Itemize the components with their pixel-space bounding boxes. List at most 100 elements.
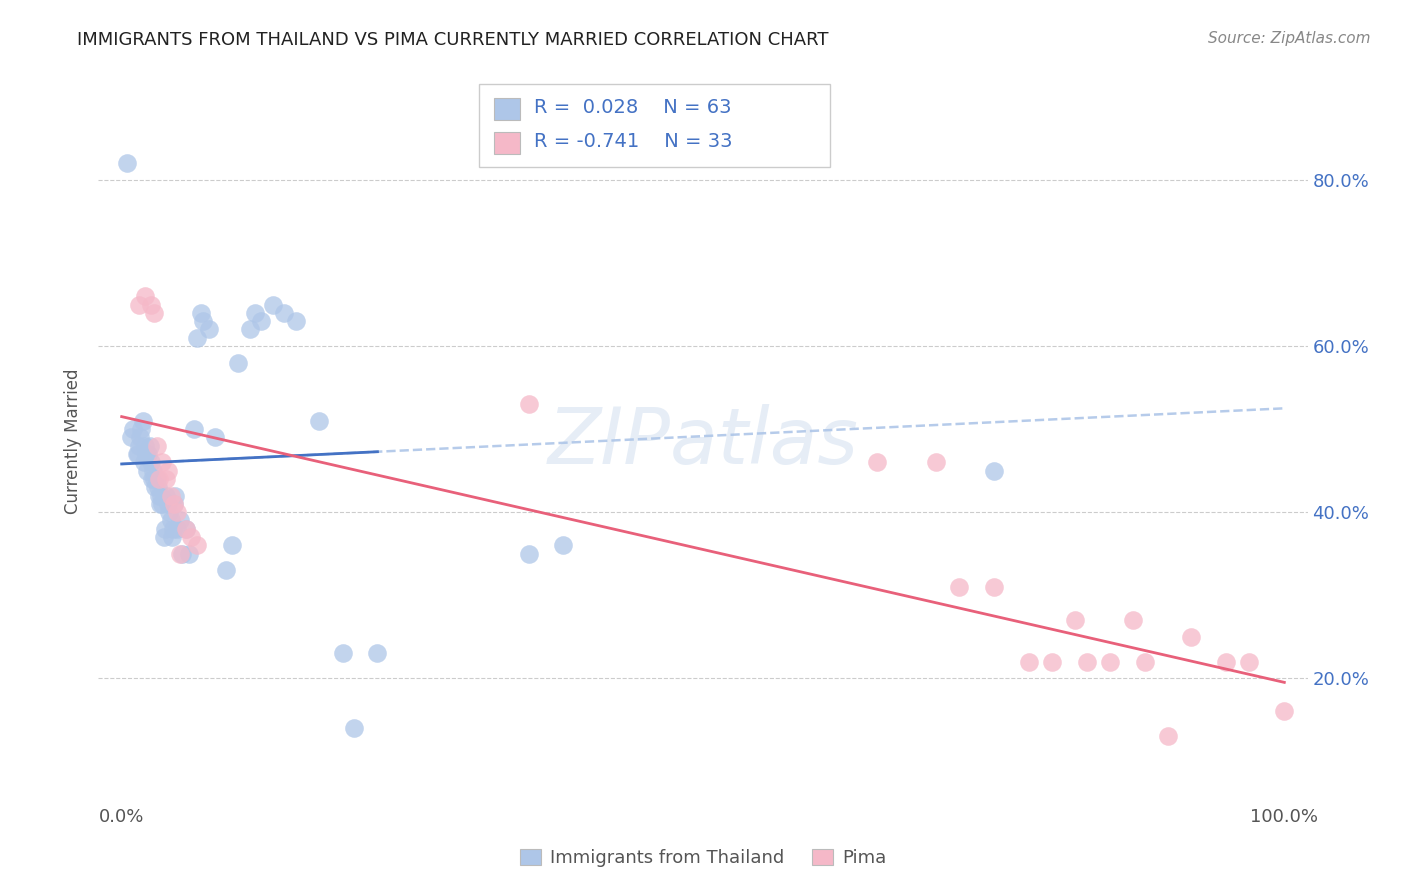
Point [163, 497, 186, 511]
Point [136, 464, 159, 478]
Point [128, 439, 150, 453]
Point [343, 721, 366, 735]
Point [221, 538, 243, 552]
Point [186, 538, 208, 552]
Point [1157, 730, 1180, 744]
Point [983, 580, 1005, 594]
Point [332, 646, 354, 660]
Point [157, 497, 180, 511]
Point [1133, 655, 1156, 669]
Point [866, 455, 889, 469]
Point [146, 480, 169, 494]
Point [163, 497, 186, 511]
Point [142, 464, 165, 478]
Point [138, 447, 160, 461]
Point [250, 314, 273, 328]
Point [160, 530, 183, 544]
Point [148, 472, 170, 486]
Point [1239, 655, 1261, 669]
Point [139, 297, 162, 311]
Point [134, 289, 156, 303]
Point [150, 455, 173, 469]
Point [517, 397, 540, 411]
Point [191, 314, 214, 328]
Point [117, 156, 139, 170]
Point [262, 297, 284, 311]
Point [157, 505, 180, 519]
Point [245, 306, 267, 320]
Point [180, 530, 202, 544]
Point [239, 322, 262, 336]
Point [1040, 655, 1063, 669]
Point [1018, 655, 1040, 669]
Point [198, 322, 221, 336]
Point [135, 447, 157, 461]
Point [127, 447, 149, 461]
Point [152, 530, 174, 544]
Point [1272, 705, 1295, 719]
Point [131, 414, 153, 428]
Point [129, 430, 152, 444]
Bar [494, 132, 520, 154]
Point [139, 455, 162, 469]
Point [166, 522, 188, 536]
Legend: Immigrants from Thailand, Pima: Immigrants from Thailand, Pima [512, 841, 894, 874]
Point [162, 522, 184, 536]
Point [1076, 655, 1098, 669]
Point [159, 513, 181, 527]
Point [141, 472, 163, 486]
Point [226, 356, 249, 370]
Point [1180, 630, 1202, 644]
Point [143, 306, 166, 320]
Point [553, 538, 575, 552]
Point [273, 306, 295, 320]
Point [215, 563, 238, 577]
Point [172, 547, 194, 561]
Point [285, 314, 308, 328]
Point [1215, 655, 1237, 669]
Point [190, 306, 212, 320]
Point [1098, 655, 1121, 669]
Point [155, 472, 177, 486]
Point [166, 505, 188, 519]
Point [186, 331, 208, 345]
Text: R =  0.028    N = 63: R = 0.028 N = 63 [534, 98, 731, 117]
Point [122, 422, 145, 436]
Point [145, 439, 167, 453]
Point [157, 464, 180, 478]
Point [308, 414, 330, 428]
Point [174, 522, 197, 536]
Point [517, 547, 540, 561]
Text: Source: ZipAtlas.com: Source: ZipAtlas.com [1208, 31, 1371, 46]
Point [948, 580, 970, 594]
Point [179, 547, 201, 561]
FancyBboxPatch shape [479, 84, 830, 167]
Point [204, 430, 226, 444]
Point [150, 489, 173, 503]
Point [138, 439, 160, 453]
Point [148, 489, 170, 503]
Point [174, 522, 197, 536]
Point [1122, 613, 1144, 627]
Point [131, 422, 153, 436]
Text: IMMIGRANTS FROM THAILAND VS PIMA CURRENTLY MARRIED CORRELATION CHART: IMMIGRANTS FROM THAILAND VS PIMA CURRENT… [77, 31, 828, 49]
Point [183, 422, 205, 436]
Point [924, 455, 946, 469]
Bar [494, 98, 520, 120]
Y-axis label: Currently Married: Currently Married [65, 368, 83, 515]
Point [132, 455, 155, 469]
Point [155, 489, 177, 503]
Point [145, 480, 167, 494]
Point [169, 547, 191, 561]
Point [143, 472, 166, 486]
Point [120, 430, 142, 444]
Point [983, 464, 1005, 478]
Point [366, 646, 388, 660]
Point [128, 297, 150, 311]
Point [125, 447, 148, 461]
Point [165, 489, 187, 503]
Point [145, 472, 167, 486]
Text: ZIPatlas: ZIPatlas [547, 403, 859, 480]
Point [159, 489, 181, 503]
Point [1064, 613, 1087, 627]
